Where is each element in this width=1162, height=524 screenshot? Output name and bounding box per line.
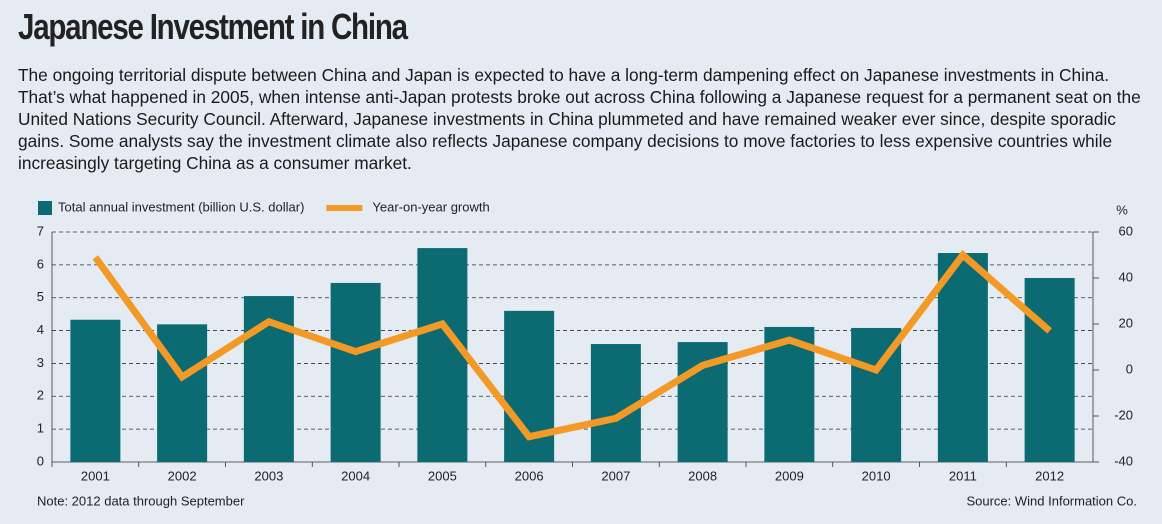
y-tick-label: 4 bbox=[37, 322, 44, 337]
x-tick-label: 2007 bbox=[601, 468, 630, 483]
x-tick-label: 2011 bbox=[949, 468, 977, 483]
y-tick-label: 1 bbox=[37, 421, 44, 436]
y-tick-label: 2 bbox=[37, 388, 44, 403]
x-tick-label: 2003 bbox=[254, 468, 283, 483]
legend-label: Total annual investment (billion U.S. do… bbox=[58, 199, 304, 214]
bar bbox=[1024, 278, 1075, 462]
legend-label: Year-on-year growth bbox=[372, 199, 489, 214]
bar bbox=[330, 282, 381, 462]
bar bbox=[417, 248, 468, 462]
line bbox=[92, 249, 1052, 441]
y-tick-label: 5 bbox=[37, 289, 44, 304]
y-tick-label: 3 bbox=[37, 355, 44, 370]
y-tick-label: 7 bbox=[37, 223, 44, 238]
x-tick-label: 2001 bbox=[81, 468, 110, 483]
x-tick-label: 2004 bbox=[341, 468, 370, 483]
source: Source: Wind Information Co. bbox=[966, 493, 1137, 508]
y-tick-label: 6 bbox=[37, 256, 44, 271]
x-tick-label: 2006 bbox=[515, 468, 544, 483]
y2-tick-label: -20 bbox=[1114, 407, 1133, 422]
bar bbox=[70, 319, 121, 462]
y2-tick-label: -40 bbox=[1114, 453, 1133, 468]
y2-axis-label: % bbox=[1116, 202, 1128, 217]
bar bbox=[157, 324, 208, 462]
x-tick-label: 2009 bbox=[775, 468, 804, 483]
x-tick-label: 2008 bbox=[688, 468, 717, 483]
chart-title: Japanese Investment in China bbox=[18, 6, 408, 47]
x-tick-label: 2002 bbox=[168, 468, 197, 483]
x-tick-label: 2005 bbox=[428, 468, 457, 483]
note: Note: 2012 data through September bbox=[37, 493, 245, 508]
y2-tick-label: 0 bbox=[1126, 361, 1133, 376]
chart-subtitle: The ongoing territorial dispute between … bbox=[18, 65, 1141, 173]
y-tick-label: 0 bbox=[37, 453, 44, 468]
y2-tick-label: 20 bbox=[1119, 315, 1133, 330]
y2-tick-label: 60 bbox=[1119, 223, 1133, 238]
y2-tick-label: 40 bbox=[1119, 269, 1133, 284]
legend-swatch bbox=[38, 201, 52, 215]
x-tick-label: 2010 bbox=[862, 468, 891, 483]
bar bbox=[590, 344, 641, 462]
x-tick-label: 2012 bbox=[1035, 468, 1064, 483]
bar bbox=[937, 253, 988, 462]
